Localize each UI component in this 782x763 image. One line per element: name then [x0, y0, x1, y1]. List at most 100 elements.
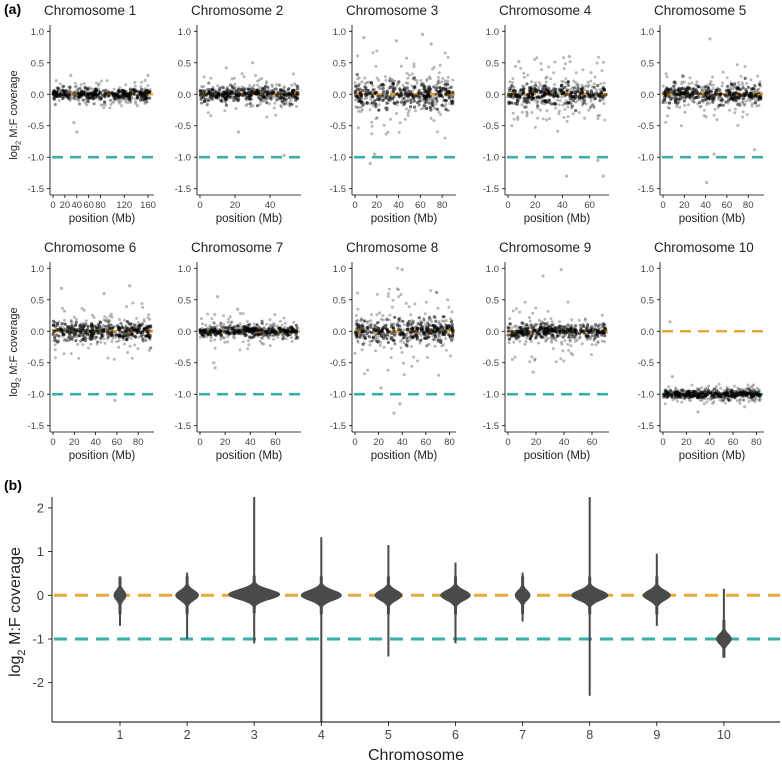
data-point — [506, 325, 510, 329]
scatter-panel-chromosome-9: Chromosome 9-1.5-1.0-0.50.00.51.00 20 40 60… — [483, 240, 609, 462]
data-point — [435, 99, 439, 103]
data-point — [287, 92, 291, 97]
data-point — [271, 328, 275, 332]
data-point — [402, 341, 406, 345]
data-point — [511, 309, 515, 313]
data-point — [430, 101, 434, 105]
data-point — [82, 98, 86, 102]
data-point — [265, 322, 269, 326]
x-tick-label: 40 — [265, 200, 276, 211]
data-point — [675, 399, 679, 403]
y-tick-label: 1.0 — [486, 27, 499, 38]
data-point — [386, 340, 390, 345]
data-point-outlier — [75, 130, 79, 134]
data-point — [412, 65, 416, 68]
data-point — [506, 333, 510, 337]
data-point — [664, 120, 668, 124]
data-point — [523, 342, 527, 346]
x-tick-label: 40 — [559, 437, 570, 448]
data-point — [444, 348, 448, 352]
data-point — [601, 86, 606, 90]
data-point — [419, 79, 423, 82]
data-point — [583, 95, 587, 99]
data-point — [539, 83, 542, 87]
data-point-outlier — [216, 295, 220, 299]
data-point — [437, 320, 441, 324]
y-tick-label: 0.5 — [31, 58, 44, 69]
data-point — [374, 328, 378, 332]
data-point — [115, 340, 119, 344]
data-point — [82, 92, 86, 96]
data-point — [430, 320, 434, 324]
data-point — [268, 318, 272, 322]
data-point — [211, 329, 215, 334]
data-point — [287, 333, 291, 337]
data-point — [58, 94, 63, 98]
data-point — [703, 85, 707, 89]
data-point — [240, 88, 244, 92]
data-point — [94, 95, 98, 99]
data-point — [104, 103, 107, 107]
data-point — [84, 319, 88, 323]
data-point — [405, 328, 409, 332]
data-point — [73, 94, 77, 98]
data-point — [435, 83, 439, 87]
data-point — [444, 337, 448, 340]
data-point — [365, 321, 369, 325]
data-point — [412, 99, 416, 103]
data-point — [436, 80, 440, 84]
data-point — [120, 104, 123, 108]
y-tick-label: 0.0 — [31, 90, 44, 101]
data-point — [73, 91, 77, 95]
data-point-outlier — [531, 370, 535, 374]
data-point — [405, 99, 410, 103]
data-point — [91, 87, 94, 91]
data-point — [293, 82, 297, 86]
data-point — [291, 72, 295, 76]
data-point — [251, 104, 255, 108]
data-point — [411, 335, 415, 340]
data-point — [557, 112, 561, 116]
data-point — [148, 96, 152, 100]
scatter-panel-chromosome-1: Chromosome 1-1.5-1.0-0.50.00.51.00 20 40 60… — [8, 3, 156, 225]
y-tick-label: -1.0 — [483, 390, 499, 401]
data-point — [568, 88, 572, 92]
data-point — [516, 115, 520, 119]
data-point — [596, 334, 600, 338]
data-point — [130, 332, 134, 336]
data-point — [567, 101, 571, 105]
data-point-outlier — [420, 32, 425, 37]
data-point — [120, 88, 124, 92]
panel-title: Chromosome 5 — [654, 3, 746, 18]
data-point — [209, 114, 213, 118]
x-tick-label: 40 — [557, 200, 568, 211]
data-point — [257, 95, 261, 100]
data-point — [64, 93, 68, 97]
data-point — [356, 307, 360, 311]
data-point — [206, 312, 210, 316]
data-point — [274, 113, 278, 117]
data-point — [568, 60, 572, 64]
y-tick-label: -1.5 — [483, 421, 499, 432]
data-point — [435, 130, 439, 134]
data-point — [252, 322, 256, 326]
data-point — [680, 82, 684, 86]
data-point — [384, 132, 388, 136]
data-point — [140, 80, 143, 84]
data-point — [402, 328, 406, 332]
data-point — [726, 84, 730, 88]
data-point — [528, 319, 532, 323]
data-point — [377, 103, 381, 107]
scatter-panel-chromosome-6: Chromosome 6-1.5-1.0-0.50.00.51.00 20 40 60… — [8, 240, 154, 462]
data-points — [353, 32, 455, 166]
data-point — [360, 329, 365, 333]
data-point — [419, 107, 423, 111]
data-point — [244, 328, 248, 332]
data-point — [86, 99, 90, 103]
data-point — [724, 94, 728, 98]
data-point — [198, 93, 202, 97]
data-point — [751, 87, 755, 91]
data-point — [563, 339, 567, 343]
data-point — [587, 108, 591, 112]
